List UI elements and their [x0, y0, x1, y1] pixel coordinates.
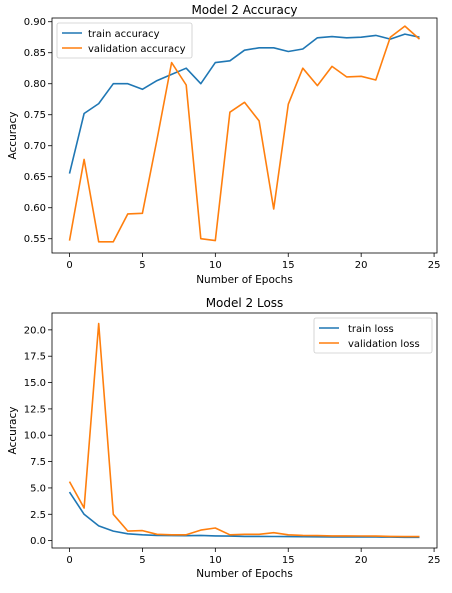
loss-validation-line	[68, 322, 420, 538]
accuracy-legend-box	[56, 22, 193, 59]
loss-x-tick-label: 10	[209, 555, 222, 566]
accuracy-x-tick-label: 20	[355, 260, 368, 271]
loss-y-tick-label: 10.0	[24, 431, 46, 442]
loss-legend-train-label: train loss	[348, 324, 394, 335]
loss-legend: train loss validation loss	[313, 317, 433, 354]
loss-y-tick-label: 0.0	[30, 536, 46, 547]
accuracy-legend-train-label: train accuracy	[88, 29, 160, 40]
accuracy-y-tick-label: 0.85	[24, 48, 46, 59]
loss-y-tick-label: 2.5	[30, 510, 46, 521]
loss-y-tick-label: 12.5	[24, 404, 46, 415]
accuracy-chart-title: Model 2 Accuracy	[191, 3, 297, 17]
loss-y-tick-label: 17.5	[24, 352, 46, 363]
accuracy-y-axis-label: Accuracy	[7, 112, 19, 160]
loss-series	[68, 322, 420, 539]
accuracy-y-tick-label: 0.60	[24, 203, 46, 214]
accuracy-x-tick-label: 10	[209, 260, 222, 271]
accuracy-x-tick-label: 15	[282, 260, 295, 271]
accuracy-y-tick-label: 0.75	[24, 110, 46, 121]
accuracy-legend-validation-label: validation accuracy	[88, 44, 186, 55]
accuracy-x-tick-label: 0	[66, 260, 72, 271]
accuracy-y-tick-label: 0.90	[24, 17, 46, 28]
loss-legend-box	[313, 317, 433, 354]
loss-train-line	[68, 491, 420, 539]
loss-x-axis-label: Number of Epochs	[196, 568, 293, 580]
accuracy-train-line	[68, 33, 420, 174]
loss-chart: Model 2 Loss Number of Epochs Accuracy 0…	[7, 296, 440, 580]
accuracy-y-tick-label: 0.70	[24, 141, 46, 152]
accuracy-x-tick-label: 25	[428, 260, 441, 271]
accuracy-x-ticks: 0 5 10 15 20 25	[66, 253, 440, 271]
accuracy-validation-line	[68, 25, 421, 243]
loss-y-tick-label: 20.0	[24, 325, 46, 336]
loss-y-tick-label: 15.0	[24, 378, 46, 389]
loss-x-tick-label: 0	[66, 555, 72, 566]
accuracy-y-tick-label: 0.65	[24, 172, 46, 183]
loss-y-tick-label: 7.5	[30, 457, 46, 468]
loss-x-tick-label: 5	[139, 555, 145, 566]
accuracy-y-tick-label: 0.80	[24, 79, 46, 90]
loss-x-tick-label: 25	[428, 555, 441, 566]
loss-x-ticks: 0 5 10 15 20 25	[66, 548, 440, 566]
accuracy-legend: train accuracy validation accuracy	[56, 22, 193, 59]
loss-y-ticks: 0.0 2.5 5.0 7.5 10.0 12.5 15.0 17.5 20.0	[24, 325, 52, 547]
accuracy-y-tick-label: 0.55	[24, 234, 46, 245]
loss-chart-title: Model 2 Loss	[206, 296, 284, 310]
loss-y-tick-label: 5.0	[30, 483, 46, 494]
accuracy-x-tick-label: 5	[139, 260, 145, 271]
loss-x-tick-label: 15	[282, 555, 295, 566]
loss-legend-validation-label: validation loss	[348, 339, 420, 350]
loss-y-axis-label: Accuracy	[7, 407, 19, 455]
loss-x-tick-label: 20	[355, 555, 368, 566]
accuracy-series	[68, 25, 421, 243]
accuracy-x-axis-label: Number of Epochs	[196, 274, 293, 286]
accuracy-chart: Model 2 Accuracy Number of Epochs Accura…	[7, 3, 440, 286]
accuracy-y-ticks: 0.55 0.60 0.65 0.70 0.75 0.80 0.85 0.90	[24, 17, 52, 245]
